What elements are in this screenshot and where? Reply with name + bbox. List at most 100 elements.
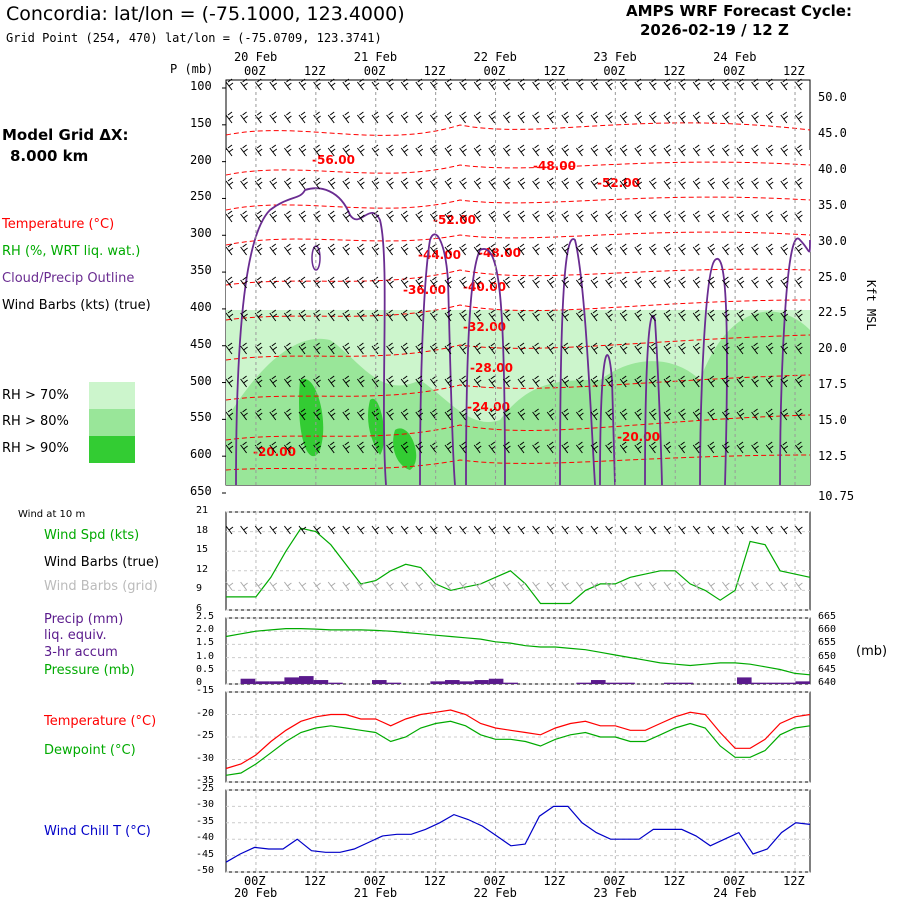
precip-bar	[591, 680, 606, 684]
wind-barb	[473, 177, 482, 190]
wind-barb	[751, 78, 759, 91]
wind-barb	[765, 276, 774, 289]
height-tick-label: 45.0	[818, 125, 847, 140]
wind-barb	[663, 243, 672, 256]
pressure-tick-label: 250	[190, 189, 212, 204]
legend-rh70-swatch	[89, 382, 135, 409]
wind-barb	[561, 375, 570, 388]
wind-barb-10m	[707, 525, 716, 535]
panel-y-tick: 1.5	[196, 637, 215, 649]
wind-barb	[532, 441, 540, 454]
wind-barb	[225, 408, 234, 421]
wind-barb	[459, 243, 467, 256]
precip-bar	[313, 680, 329, 684]
wind-barb	[561, 78, 570, 91]
temperature-label: Temperature (°C)	[44, 714, 157, 729]
wind-barb	[692, 408, 701, 421]
wind-barb	[386, 441, 394, 454]
panel-y-tick: -45	[196, 848, 215, 860]
wind-barb-10m	[225, 525, 234, 535]
wind-barb	[722, 78, 730, 91]
wind-barb	[327, 408, 336, 421]
wind-barb	[298, 144, 307, 157]
wind-barb	[634, 441, 643, 454]
wind-barb	[576, 276, 584, 289]
wind-barb	[254, 276, 263, 289]
wind-barb	[269, 441, 278, 454]
bottom-hour-label: 00Z	[243, 874, 266, 888]
wind-barb	[722, 276, 730, 289]
precip-bar	[488, 678, 504, 684]
wind-barb	[386, 375, 394, 388]
wind-barb	[357, 441, 365, 454]
wind-barb	[459, 210, 467, 223]
wind-barb-grid	[357, 581, 365, 591]
wind-barb	[619, 276, 628, 289]
wind-barb-grid	[503, 581, 511, 591]
wind-barb-grid	[649, 581, 657, 591]
wind-barb-10m	[532, 525, 540, 535]
bottom-date-label: 24 Feb	[713, 886, 757, 900]
wind-barb-grid	[722, 581, 730, 591]
wind-barb-10m	[327, 525, 336, 535]
wind-barb	[678, 441, 686, 454]
panel-y-tick: -30	[196, 799, 215, 811]
temperature-contour-1	[225, 161, 811, 176]
panel-y-tick: -50	[196, 865, 215, 876]
wind-barb	[298, 408, 307, 421]
wind-barb	[269, 210, 278, 223]
wind-barb	[765, 342, 774, 355]
wind-barb	[459, 276, 467, 289]
temperature-contour-label: -48.00	[478, 246, 521, 260]
precip-bar	[255, 681, 270, 684]
wind-barb	[488, 342, 497, 355]
wind-barb	[605, 111, 613, 124]
wind-barb	[327, 144, 336, 157]
top-hour-label: 12Z	[423, 64, 446, 78]
dewpoint-line	[225, 720, 811, 776]
pressure-tick-label: 500	[190, 373, 212, 388]
height-tick-label: 35.0	[818, 197, 847, 212]
wind-barb	[751, 276, 759, 289]
panel-y-tick: 1.0	[196, 650, 215, 662]
wind-barb	[269, 111, 278, 124]
wind-barb-10m	[619, 525, 628, 535]
wind-barb	[532, 243, 540, 256]
wind-barb	[298, 210, 307, 223]
wind-barb	[795, 144, 803, 157]
upper-dry-region	[226, 150, 810, 310]
wind-barb	[517, 441, 526, 454]
wind-barb	[225, 276, 234, 289]
pressure-tick-label: 450	[190, 336, 212, 351]
wind-barb	[488, 210, 497, 223]
panel-y-tick: 9	[196, 583, 203, 595]
wind-barb-grid	[692, 581, 701, 591]
wind-barb	[269, 144, 278, 157]
wind-barb	[751, 375, 759, 388]
legend-cloud-outline: Cloud/Precip Outline	[2, 271, 135, 286]
wind-barb	[342, 144, 351, 157]
top-hour-label: 00Z	[723, 64, 745, 78]
wind-barb	[357, 210, 365, 223]
wind-barb	[590, 441, 599, 454]
wind-barb	[663, 177, 672, 190]
wind-barb	[663, 78, 672, 91]
wind-barb	[605, 441, 613, 454]
wind-barb	[722, 210, 730, 223]
wind-barb	[663, 111, 672, 124]
model-grid-value: 8.000 km	[10, 147, 89, 165]
panel-y-tick: 15	[196, 544, 209, 556]
rh-shade-1	[226, 311, 810, 485]
wind-barb-10m	[298, 525, 307, 535]
wind-barb-grid	[254, 581, 263, 591]
wind-barb	[692, 441, 701, 454]
pressure-tick-label: 350	[190, 263, 212, 278]
wind-barb	[590, 276, 599, 289]
wind-barb	[634, 111, 643, 124]
bottom-hour-label: 12Z	[783, 874, 805, 888]
wind-barb	[444, 309, 453, 322]
height-tick-label: 30.0	[818, 233, 847, 248]
wind-barb	[751, 144, 759, 157]
legend-temperature: Temperature (°C)	[2, 217, 115, 232]
bottom-hour-label: 00Z	[723, 874, 745, 888]
